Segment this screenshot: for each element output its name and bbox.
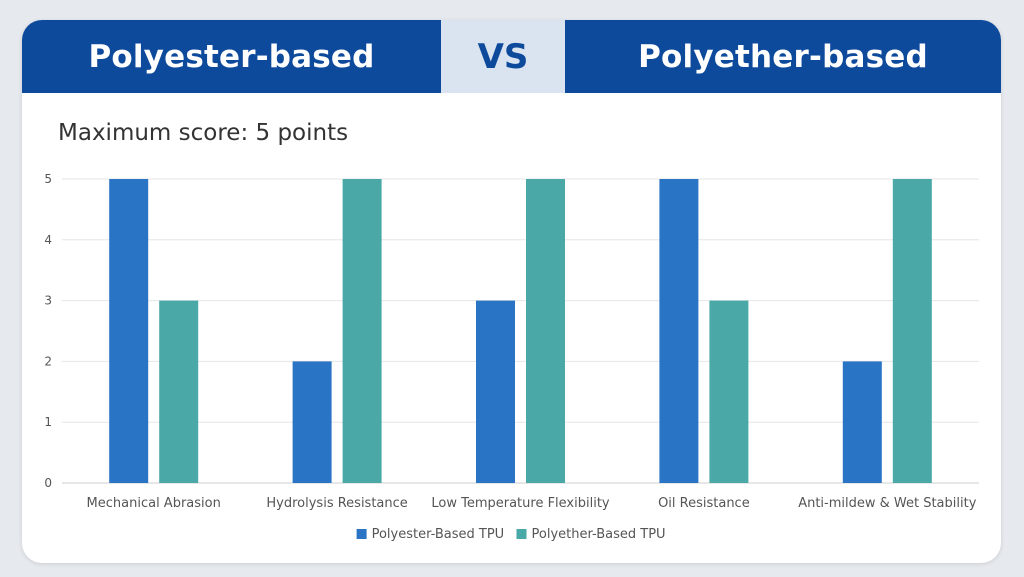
bar-polyether [709,300,749,483]
y-tick-label: 1 [44,415,52,429]
bar-polyester [292,361,332,483]
chart-card: Polyester-based VS Polyether-based Maxim… [22,20,1001,563]
category-label: Low Temperature Flexibility [431,496,610,511]
legend-label-polyester: Polyester-Based TPU [372,527,505,542]
legend-swatch-polyether [516,529,527,539]
bar-polyether [892,179,932,483]
header-left-title: Polyester-based [22,20,441,93]
category-label: Oil Resistance [658,496,750,511]
header-vs-label: VS [441,20,565,93]
comparison-header: Polyester-based VS Polyether-based [22,20,1001,93]
bar-chart: 0 1 2 3 4 5 Mechanical Abrasion Hydrolysis Resi… [44,172,979,542]
bar-polyester [476,300,515,483]
bar-polyester [842,361,882,483]
bar-polyether [526,179,565,483]
header-right-title: Polyether-based [565,20,1001,93]
category-label: Hydrolysis Resistance [266,496,407,511]
max-score-subtitle: Maximum score: 5 points [58,120,349,146]
y-tick-label: 0 [44,476,52,490]
bar-polyester [659,179,699,483]
y-tick-label: 5 [44,172,52,186]
bar-polyether [159,300,199,483]
y-tick-label: 3 [44,294,52,308]
y-tick-label: 2 [44,354,52,368]
legend-swatch-polyester [356,529,367,539]
bar-polyester [109,179,149,483]
category-label: Mechanical Abrasion [87,496,221,511]
bar-polyether [342,179,382,483]
legend-label-polyether: Polyether-Based TPU [532,527,666,542]
y-tick-label: 4 [44,233,52,247]
category-label: Anti-mildew & Wet Stability [798,496,977,511]
